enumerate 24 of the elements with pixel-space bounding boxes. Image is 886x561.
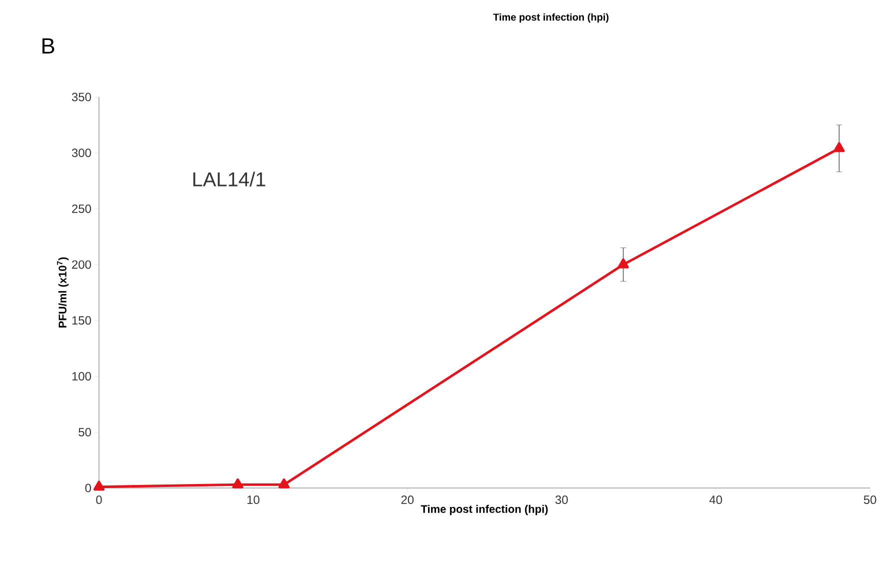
x-tick-label: 0 <box>96 496 102 504</box>
y-tick-label: 150 <box>72 316 92 325</box>
y-tick-label: 50 <box>78 428 92 436</box>
y-tick-label: 0 <box>85 484 92 492</box>
x-tick-label: 10 <box>247 496 260 504</box>
y-tick-label: 300 <box>72 148 92 158</box>
point <box>232 478 244 488</box>
x-tick-label: 50 <box>864 496 876 504</box>
text: B <box>42 38 54 54</box>
point <box>618 258 629 268</box>
point <box>278 478 290 488</box>
point <box>834 142 845 152</box>
y-tick-label: 350 <box>72 92 92 102</box>
y-tick-label: 250 <box>72 204 92 213</box>
x-tick-label: 20 <box>401 496 414 504</box>
text: LAL14/1 <box>193 172 266 186</box>
y-tick-label: 100 <box>72 372 92 381</box>
y-axis-title: PFU/ml (x10$^{7}$) <box>57 257 69 328</box>
x-tick-label: 30 <box>555 496 568 504</box>
point <box>93 480 105 491</box>
x-axis-title: Time post infection (hpi) <box>420 504 548 516</box>
x-tick-label: 40 <box>709 496 722 504</box>
y-tick-label: 200 <box>72 260 92 269</box>
text: Time post infection (hpi) <box>493 13 608 23</box>
